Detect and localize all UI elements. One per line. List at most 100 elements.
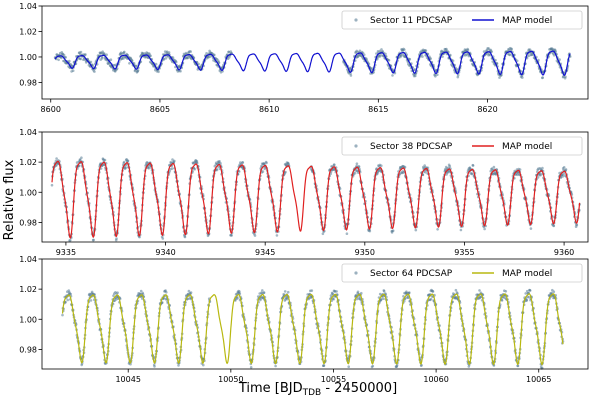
data-point xyxy=(89,60,93,64)
data-point xyxy=(189,291,193,294)
data-points-1 xyxy=(53,46,572,80)
data-point xyxy=(459,228,463,232)
legend-label-data: Sector 11 PDCSAP xyxy=(370,16,453,26)
data-point xyxy=(213,53,216,57)
data-point xyxy=(518,168,522,171)
data-point xyxy=(205,52,208,55)
data-point xyxy=(487,47,491,50)
data-point xyxy=(349,74,353,77)
data-point xyxy=(454,288,458,292)
data-point xyxy=(230,234,233,237)
data-point xyxy=(524,292,527,295)
legend-label-model: MAP model xyxy=(502,269,552,279)
y-tick-label: 1.02 xyxy=(19,158,37,167)
data-point xyxy=(448,164,452,168)
data-point xyxy=(494,58,497,62)
legend-3: Sector 64 PDCSAP MAP model xyxy=(341,263,583,283)
data-point xyxy=(55,157,58,160)
data-point xyxy=(265,161,268,165)
data-point xyxy=(202,363,205,367)
data-point xyxy=(165,291,168,294)
y-axis-label: Relative flux xyxy=(2,159,17,240)
data-point xyxy=(536,176,540,179)
x-tick-label: 10055 xyxy=(321,375,346,384)
data-point xyxy=(395,363,399,367)
data-point xyxy=(69,292,72,296)
data-point xyxy=(434,75,437,78)
data-point xyxy=(193,167,196,171)
legend-marker-data xyxy=(354,144,358,148)
data-point xyxy=(525,298,529,302)
data-point xyxy=(112,294,115,298)
data-point xyxy=(413,68,417,71)
data-point xyxy=(237,170,241,173)
x-tick-label: 9350 xyxy=(355,248,375,257)
data-point xyxy=(380,297,383,301)
data-point xyxy=(261,289,264,292)
legend-1: Sector 11 PDCSAP MAP model xyxy=(341,10,583,30)
data-point xyxy=(387,59,391,62)
data-point xyxy=(130,59,134,62)
data-point xyxy=(284,170,287,174)
y-tick-label: 1.04 xyxy=(19,2,37,11)
data-point xyxy=(335,290,338,293)
data-point xyxy=(80,156,83,159)
legend-label-data: Sector 38 PDCSAP xyxy=(370,142,453,152)
data-point xyxy=(236,297,239,300)
data-point xyxy=(135,64,138,68)
data-point xyxy=(356,290,360,294)
data-point xyxy=(552,290,556,294)
data-point xyxy=(516,364,520,368)
data-point xyxy=(471,164,475,167)
data-point xyxy=(321,232,325,236)
data-point xyxy=(171,158,174,161)
data-point xyxy=(402,295,405,298)
data-point xyxy=(161,301,164,304)
data-point xyxy=(286,297,289,301)
x-tick-label: 10060 xyxy=(423,375,448,384)
data-point xyxy=(93,70,96,73)
legend-label-model: MAP model xyxy=(502,16,552,26)
data-point xyxy=(552,224,556,228)
data-point xyxy=(164,57,168,60)
data-point xyxy=(116,291,119,295)
data-point xyxy=(541,166,544,170)
data-point xyxy=(186,56,190,60)
data-point xyxy=(228,56,231,59)
x-tick-label: 8620 xyxy=(477,105,497,114)
data-point xyxy=(368,229,372,233)
data-point xyxy=(423,164,427,167)
data-point xyxy=(171,56,175,59)
data-point xyxy=(62,53,66,57)
x-tick-label: 9345 xyxy=(255,248,275,257)
data-points-2 xyxy=(50,156,581,242)
data-point xyxy=(90,290,94,294)
x-tick-label: 10065 xyxy=(526,375,551,384)
y-tick-label: 1.04 xyxy=(19,255,37,264)
data-point xyxy=(382,289,386,293)
data-point xyxy=(371,364,375,368)
axes-frame-1 xyxy=(41,5,589,100)
model-line-2 xyxy=(51,160,581,239)
axes-frame-3 xyxy=(41,258,589,370)
x-axis-label-subscript: TDB xyxy=(302,388,322,398)
data-point xyxy=(528,54,531,57)
data-point xyxy=(515,59,519,63)
data-point xyxy=(564,75,567,79)
data-point xyxy=(347,365,351,369)
data-point xyxy=(153,365,156,368)
data-point xyxy=(92,238,95,242)
data-point xyxy=(466,48,470,52)
data-point xyxy=(421,55,424,58)
data-point xyxy=(61,313,64,317)
legend-marker-data xyxy=(354,18,358,22)
y-tick-label: 0.98 xyxy=(19,345,37,354)
y-tick-label: 1.00 xyxy=(19,315,37,324)
data-point xyxy=(562,172,566,175)
data-point xyxy=(541,76,544,79)
data-point xyxy=(154,62,158,66)
data-point xyxy=(124,166,128,169)
data-point xyxy=(57,58,60,62)
data-point xyxy=(157,70,160,74)
x-tick-label: 9335 xyxy=(56,248,76,257)
